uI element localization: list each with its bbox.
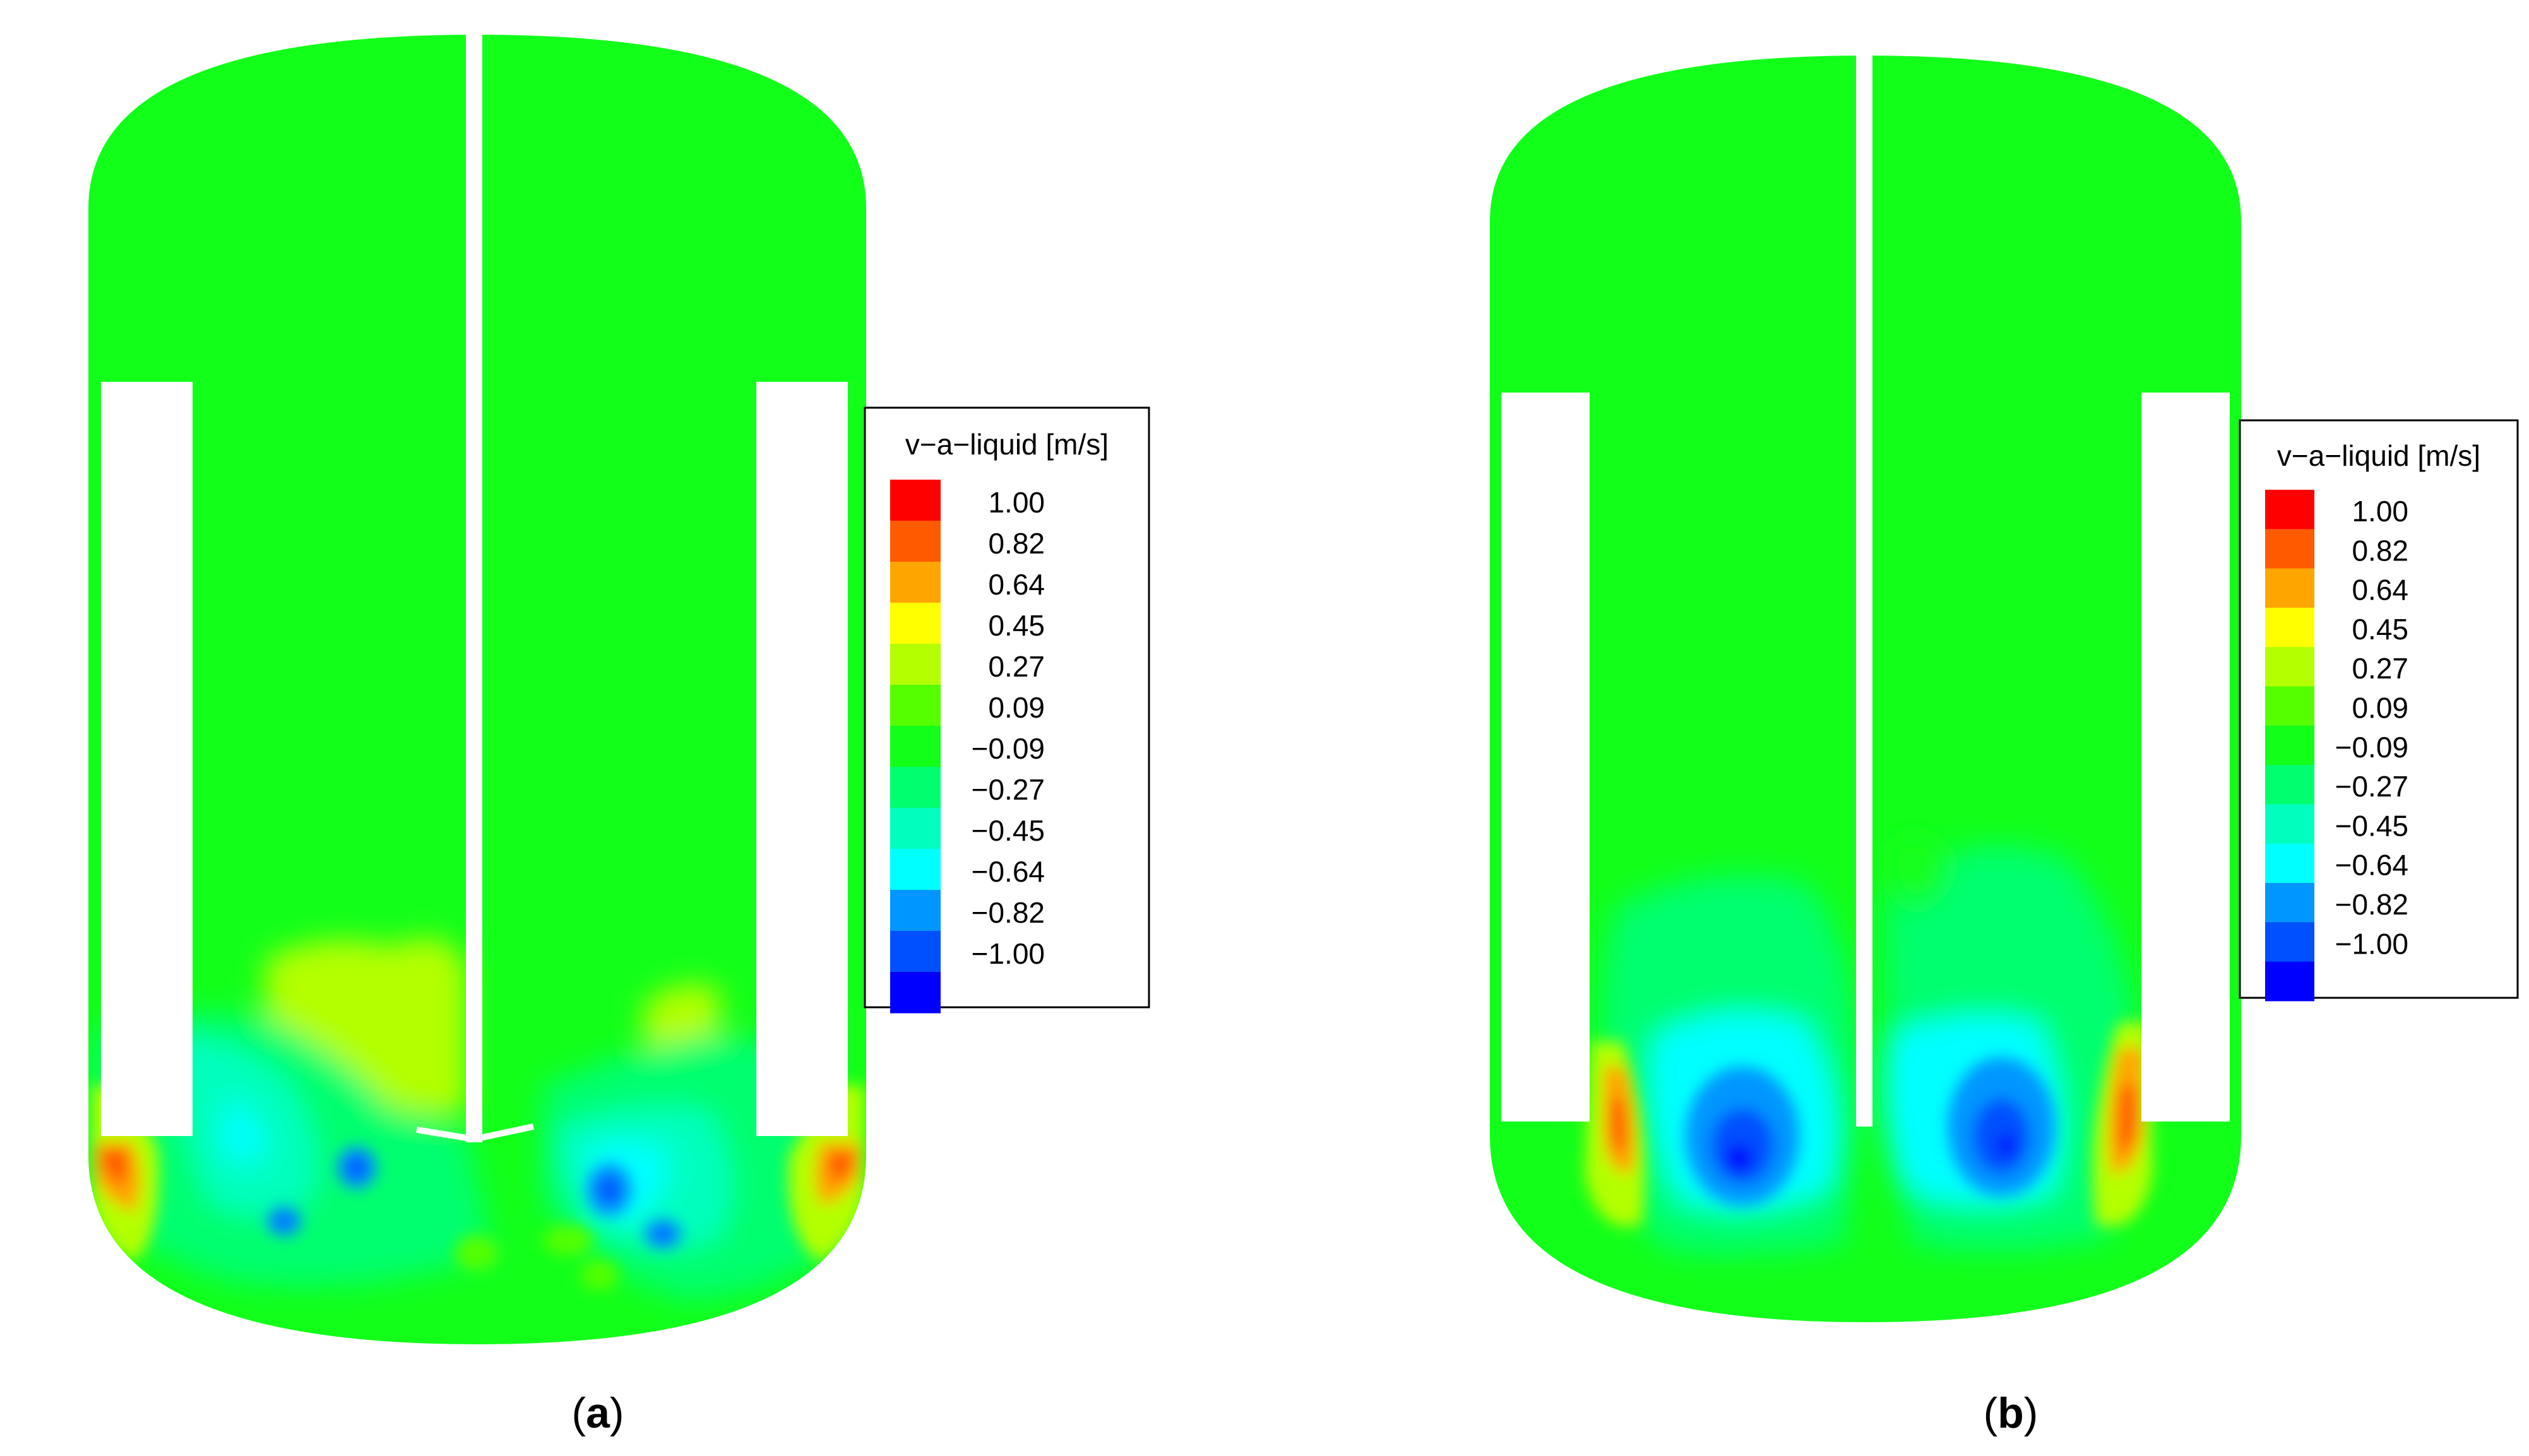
- legend-tick-label: −0.45: [2335, 809, 2408, 842]
- legend-a-title: v−a−liquid [m/s]: [905, 428, 1109, 461]
- impeller-a: [416, 1123, 535, 1143]
- legend-tick-label: −0.09: [972, 732, 1045, 765]
- legend-tick-label: −0.27: [972, 773, 1045, 806]
- panel-b: v−a−liquid [m/s] 1.00 0.82 0.64 0.45 0.27 0.0…: [1490, 54, 2519, 1437]
- legend-swatch: [2265, 529, 2314, 569]
- legend-swatch: [890, 767, 941, 808]
- legend-tick-label: 0.82: [2352, 534, 2408, 567]
- legend-swatch: [890, 480, 941, 521]
- tank-b-contour: [1490, 54, 2241, 1322]
- legend-tick-label: 1.00: [2352, 495, 2408, 528]
- legend-tick-label: −0.82: [972, 896, 1045, 929]
- legend-swatch: [890, 685, 941, 726]
- legend-swatch: [2265, 568, 2314, 608]
- legend-tick-label: −0.45: [972, 814, 1045, 847]
- legend-tick-label: −0.64: [972, 855, 1045, 888]
- legend-swatch: [890, 849, 941, 891]
- legend-swatch: [2265, 607, 2314, 648]
- legend-swatch: [2265, 883, 2314, 923]
- legend-swatch: [2265, 490, 2314, 530]
- legend-swatch: [890, 972, 941, 1014]
- legend-a-swatches: [890, 480, 941, 1014]
- legend-swatch: [2265, 804, 2314, 844]
- legend-a: v−a−liquid [m/s] 1.00 0.82 0.64 0.45 0.27 0.0…: [864, 406, 1150, 1014]
- legend-swatch: [2265, 843, 2314, 884]
- baffle-a-right: [756, 382, 848, 1136]
- legend-swatch: [890, 726, 941, 767]
- legend-tick-label: 0.09: [988, 691, 1045, 724]
- legend-tick-label: −0.64: [2335, 849, 2408, 882]
- legend-tick-label: 0.82: [988, 527, 1045, 560]
- caption-a: (a): [571, 1389, 624, 1437]
- baffle-a-left: [101, 382, 193, 1136]
- legend-tick-label: 0.27: [2352, 652, 2408, 685]
- legend-swatch: [2265, 686, 2314, 726]
- shaft-a: [466, 32, 482, 1142]
- legend-swatch: [2265, 647, 2314, 687]
- legend-tick-label: 0.27: [988, 650, 1045, 683]
- legend-tick-label: 0.45: [988, 609, 1045, 642]
- tank-a-contour: [88, 32, 866, 1344]
- legend-swatch: [890, 603, 941, 644]
- legend-b-ticks: 1.00 0.82 0.64 0.45 0.27 0.09 −0.09 −0.27 −0.45 −…: [2335, 495, 2408, 960]
- legend-tick-label: −1.00: [972, 937, 1045, 970]
- legend-tick-label: −1.00: [2335, 927, 2408, 960]
- legend-swatch: [2265, 725, 2314, 766]
- legend-b: v−a−liquid [m/s] 1.00 0.82 0.64 0.45 0.27 0.0…: [2239, 419, 2519, 1002]
- caption-b: (b): [1984, 1389, 2038, 1437]
- legend-swatch: [890, 644, 941, 685]
- panel-a: v−a−liquid [m/s] 1.00 0.82 0.64 0.45 0.27 0.0…: [88, 32, 1150, 1437]
- legend-tick-label: 1.00: [988, 486, 1045, 519]
- legend-b-swatches: [2265, 490, 2314, 1002]
- legend-tick-label: 0.09: [2352, 692, 2408, 725]
- legend-swatch: [2265, 961, 2314, 1002]
- legend-swatch: [890, 521, 941, 562]
- legend-a-ticks: 1.00 0.82 0.64 0.45 0.27 0.09 −0.09 −0.27 −0.45 −…: [972, 486, 1045, 970]
- legend-b-title: v−a−liquid [m/s]: [2277, 439, 2480, 472]
- legend-tick-label: 0.64: [2352, 574, 2408, 607]
- legend-swatch: [890, 562, 941, 603]
- legend-swatch: [2265, 765, 2314, 805]
- legend-swatch: [2265, 922, 2314, 962]
- legend-tick-label: 0.64: [988, 568, 1045, 601]
- legend-tick-label: −0.27: [2335, 770, 2408, 803]
- legend-tick-label: −0.09: [2335, 731, 2408, 764]
- legend-swatch: [890, 931, 941, 973]
- baffle-b-right: [2141, 393, 2230, 1122]
- legend-tick-label: −0.82: [2335, 888, 2408, 921]
- legend-swatch: [890, 808, 941, 849]
- legend-tick-label: 0.45: [2352, 613, 2408, 646]
- shaft-b: [1856, 54, 1872, 1127]
- baffle-b-left: [1501, 393, 1590, 1122]
- legend-swatch: [890, 890, 941, 932]
